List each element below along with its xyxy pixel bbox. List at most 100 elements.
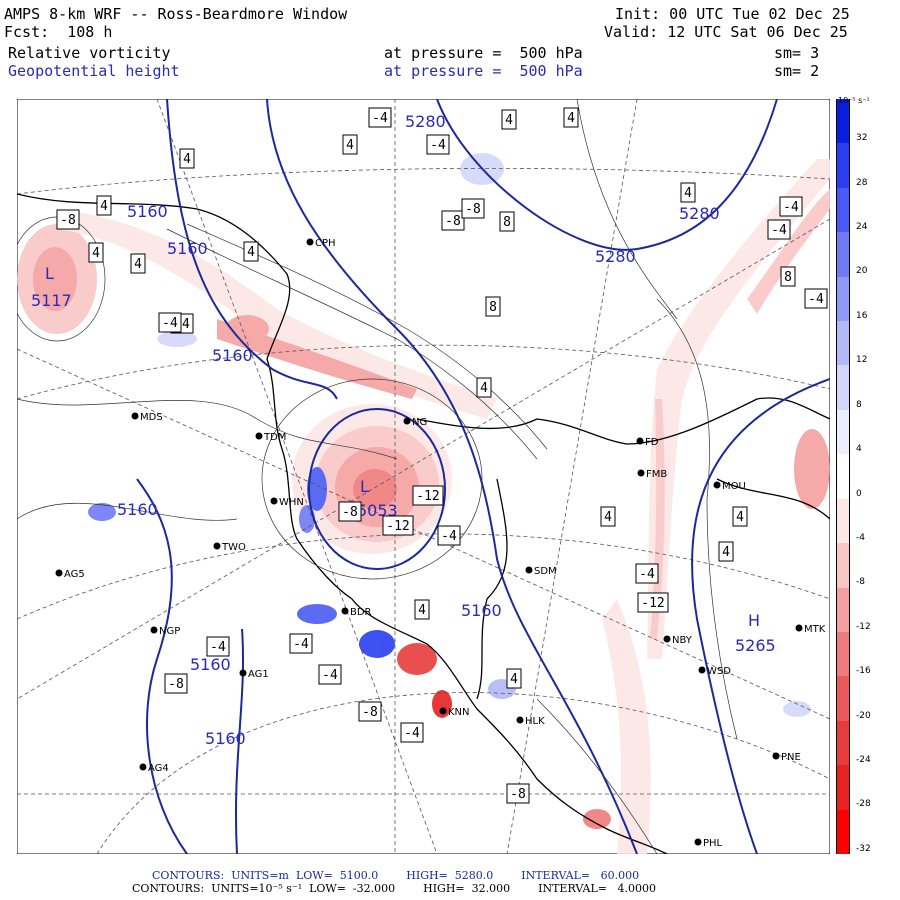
station: NG	[403, 417, 427, 428]
station-marker	[439, 707, 447, 715]
stations-layer: CPH MDS TDM WHN TWO AG5 NGP AG1 AG4 BDR NG SDM HLK KN…	[55, 238, 826, 849]
colorbar-swatch	[836, 809, 850, 854]
svg-text:4: 4	[684, 186, 692, 201]
station-label: MOU	[722, 481, 746, 492]
vorticity-label: -8	[338, 501, 362, 522]
svg-text:4: 4	[183, 152, 191, 167]
colorbar-tick: 16	[856, 310, 868, 321]
station: TWO	[213, 542, 246, 553]
svg-text:4: 4	[100, 199, 108, 214]
station-label: SDM	[534, 566, 557, 577]
station-marker	[403, 417, 411, 425]
pressure-center-value: 5053	[357, 501, 398, 520]
svg-text:4: 4	[510, 672, 518, 687]
station-marker	[637, 469, 645, 477]
vorticity-label: -4	[400, 722, 424, 743]
station: BDR	[341, 607, 372, 618]
height-contours	[136, 99, 830, 854]
station: FD	[636, 437, 659, 448]
svg-text:-4: -4	[162, 316, 178, 331]
vorticity-label: -12	[382, 515, 414, 536]
colorbar-tick: 24	[856, 222, 868, 233]
station-marker	[713, 481, 721, 489]
colorbar-swatch	[836, 454, 850, 499]
station-label: AG1	[248, 669, 269, 680]
svg-text:-4: -4	[293, 637, 309, 652]
height-label: 5160	[117, 500, 158, 519]
colorbar-tick: -28	[856, 799, 871, 810]
vorticity-label: 4	[243, 241, 259, 262]
svg-text:-12: -12	[386, 519, 409, 534]
station-label: MDS	[140, 412, 163, 423]
init-time: Init: 00 UTC Tue 02 Dec 25	[615, 5, 850, 23]
colorbar-tick: 32	[856, 133, 868, 144]
svg-text:4: 4	[247, 245, 255, 260]
vorticity-label: 4	[563, 107, 579, 128]
svg-text:8: 8	[489, 300, 497, 315]
vorticity-label: -4	[437, 525, 461, 546]
colorbar-swatch	[836, 498, 850, 544]
colorbar-swatch	[836, 720, 850, 766]
station: AG4	[139, 763, 169, 774]
station: TDM	[255, 432, 286, 443]
vorticity-label: 4	[414, 599, 430, 620]
station: HLK	[516, 716, 545, 727]
colorbar-tick: 20	[856, 266, 868, 277]
colorbar-tick: -12	[856, 621, 871, 632]
svg-text:8: 8	[784, 270, 792, 285]
station: PHL	[694, 838, 723, 849]
svg-text:4: 4	[604, 510, 612, 525]
vorticity-label: 4	[732, 506, 748, 527]
colorbar-tick: 12	[856, 355, 868, 366]
svg-text:4: 4	[736, 510, 744, 525]
station-marker	[694, 838, 702, 846]
colorbar-tick: -16	[856, 666, 871, 677]
station: KNN	[439, 707, 470, 718]
pressure-center-symbol: H	[748, 611, 760, 630]
colorbar-tick: -24	[856, 754, 871, 765]
station-label: KNN	[448, 707, 470, 718]
vorticity-label: 4	[600, 506, 616, 527]
vorticity-label: 4	[96, 195, 112, 216]
colorbar-tick: 8	[856, 399, 862, 410]
station: FMB	[637, 469, 667, 480]
field2-smoothing: sm= 2	[774, 62, 820, 80]
station: WHN	[270, 497, 304, 508]
vorticity-label: -12	[412, 485, 444, 506]
vorticity-label: -4	[206, 636, 230, 657]
svg-text:-4: -4	[322, 668, 338, 683]
station-label: PNE	[781, 752, 801, 763]
height-labels-layer: 5280 5160 5160 5160 5280 5280 5160 5160 5160 5160…	[31, 112, 776, 748]
station-marker	[131, 412, 139, 420]
station-label: FD	[645, 437, 659, 448]
svg-text:-8: -8	[60, 213, 76, 228]
colorbar-swatch	[836, 232, 850, 277]
station: NGP	[150, 626, 180, 637]
field1-smoothing: sm= 3	[774, 44, 820, 62]
field2-level: at pressure = 500 hPa	[384, 62, 583, 80]
pressure-center-value: 5265	[735, 636, 776, 655]
colorbar-swatch	[836, 99, 850, 144]
height-label: 5280	[405, 112, 446, 131]
colorbar-unit: 10⁻⁵ s⁻¹	[838, 96, 870, 105]
svg-text:4: 4	[346, 138, 354, 153]
station-marker	[663, 635, 671, 643]
map-plot: CPH MDS TDM WHN TWO AG5 NGP AG1 AG4 BDR NG SDM HLK KN…	[17, 99, 830, 854]
station: AG5	[55, 569, 85, 580]
vorticity-label: 8	[485, 296, 501, 317]
svg-text:-12: -12	[416, 489, 439, 504]
station: MOU	[713, 481, 746, 492]
vorticity-label: -4	[779, 196, 803, 217]
svg-text:4: 4	[567, 111, 575, 126]
vorticity-label: -4	[289, 633, 313, 654]
svg-text:8: 8	[503, 215, 511, 230]
station-marker	[213, 542, 221, 550]
station-label: NG	[412, 417, 427, 428]
station-label: PHL	[703, 838, 723, 849]
vorticity-label: 8	[780, 266, 796, 287]
vorticity-label: -8	[506, 783, 530, 804]
height-label: 5160	[190, 655, 231, 674]
vorticity-label: -8	[358, 701, 382, 722]
svg-text:-4: -4	[210, 640, 226, 655]
vorticity-label: -4	[767, 219, 791, 240]
